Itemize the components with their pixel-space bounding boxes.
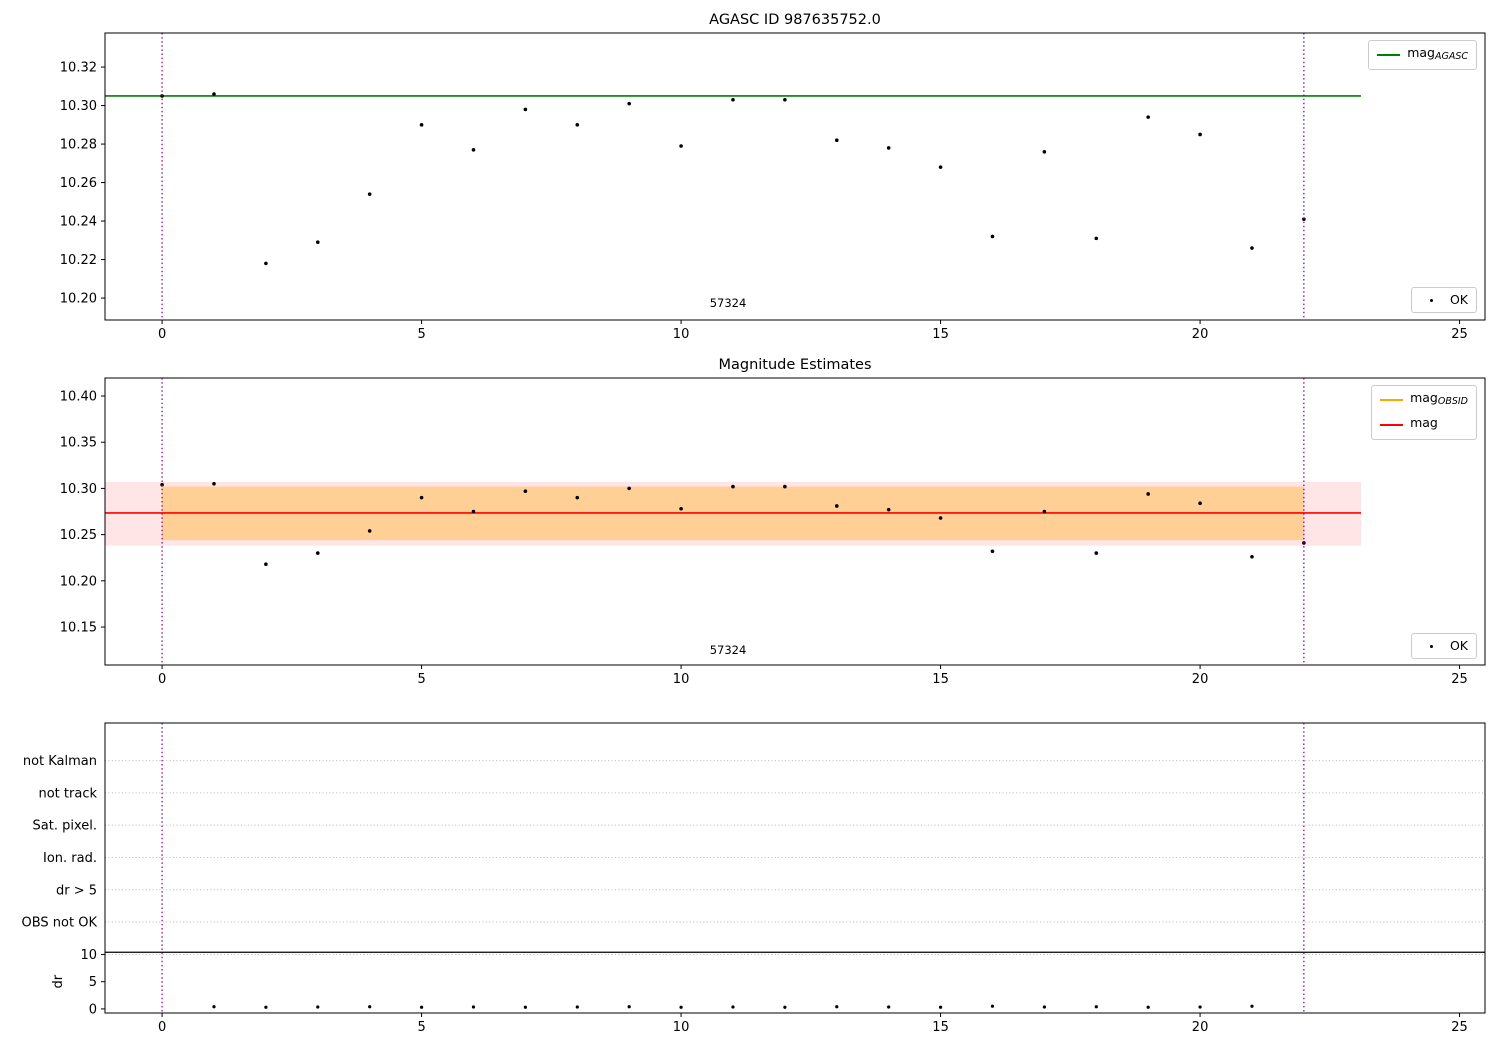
obsid-annotation: 57324 bbox=[709, 643, 747, 657]
svg-text:10.30: 10.30 bbox=[60, 99, 97, 114]
legend-line-sample bbox=[1380, 399, 1404, 401]
agasc-mag-panel: 0 5 10 15 20 25 10.20 10.22 10.24 10.26 10.28 10.30… bbox=[60, 32, 1486, 342]
legend-ok-top: OK bbox=[1410, 287, 1477, 313]
svg-text:10.28: 10.28 bbox=[60, 138, 97, 153]
svg-text:20: 20 bbox=[1192, 672, 1209, 687]
svg-text:15: 15 bbox=[932, 1020, 949, 1035]
magnitude-estimates-panel: 0 5 10 15 20 25 10.15 10.20 10.25 10.30 10.35 10.40 bbox=[60, 377, 1486, 687]
svg-text:Sat. pixel.: Sat. pixel. bbox=[33, 819, 97, 834]
svg-text:0: 0 bbox=[89, 1002, 97, 1017]
svg-text:0: 0 bbox=[158, 1020, 166, 1035]
svg-text:10.20: 10.20 bbox=[60, 292, 97, 307]
svg-text:10: 10 bbox=[673, 327, 690, 342]
svg-text:10.22: 10.22 bbox=[60, 253, 97, 268]
svg-text:5: 5 bbox=[417, 1020, 425, 1035]
legend-entry-mag-obsid: magOBSID bbox=[1380, 390, 1468, 410]
svg-text:10: 10 bbox=[80, 948, 97, 963]
svg-text:5: 5 bbox=[417, 327, 425, 342]
legend-line-sample bbox=[1377, 54, 1401, 56]
svg-text:10.20: 10.20 bbox=[60, 574, 97, 589]
legend-label: mag bbox=[1410, 415, 1438, 430]
legend-entry-ok: OK bbox=[1420, 292, 1468, 308]
title-top-plot: AGASC ID 987635752.0 bbox=[709, 12, 881, 28]
obsid-annotation: 57324 bbox=[709, 296, 747, 310]
svg-text:10.15: 10.15 bbox=[60, 621, 97, 636]
svg-text:15: 15 bbox=[932, 672, 949, 687]
flags-dr-panel: not Kalman not track Sat. pixel. Ion. rad. d… bbox=[22, 722, 1486, 1035]
svg-text:0: 0 bbox=[158, 672, 166, 687]
svg-text:15: 15 bbox=[932, 327, 949, 342]
legend-ok-middle: OK bbox=[1410, 633, 1477, 659]
title-middle-plot: Magnitude Estimates bbox=[718, 357, 872, 373]
legend-line-sample bbox=[1380, 424, 1404, 426]
svg-text:Ion. rad.: Ion. rad. bbox=[43, 851, 97, 866]
legend-label: magAGASC bbox=[1407, 45, 1468, 62]
svg-text:10.25: 10.25 bbox=[60, 528, 97, 543]
legend-entry-ok: OK bbox=[1420, 638, 1468, 654]
svg-text:10.35: 10.35 bbox=[60, 436, 97, 451]
legend-entry-mag-agasc: magAGASC bbox=[1377, 45, 1468, 65]
svg-text:10.24: 10.24 bbox=[60, 215, 97, 230]
svg-text:25: 25 bbox=[1451, 1020, 1468, 1035]
svg-text:not Kalman: not Kalman bbox=[23, 754, 97, 769]
svg-text:not track: not track bbox=[38, 786, 97, 801]
svg-text:25: 25 bbox=[1451, 672, 1468, 687]
legend-label: magOBSID bbox=[1410, 390, 1468, 407]
svg-text:10: 10 bbox=[673, 672, 690, 687]
legend-magnitude: magOBSID mag bbox=[1371, 385, 1477, 440]
svg-text:dr > 5: dr > 5 bbox=[56, 883, 97, 898]
legend-label: OK bbox=[1449, 292, 1468, 307]
svg-text:25: 25 bbox=[1451, 327, 1468, 342]
legend-agasc-mag: magAGASC bbox=[1368, 40, 1477, 70]
svg-text:OBS not OK: OBS not OK bbox=[22, 916, 98, 931]
svg-text:20: 20 bbox=[1192, 1020, 1209, 1035]
svg-text:5: 5 bbox=[89, 975, 97, 990]
svg-text:10.32: 10.32 bbox=[60, 61, 97, 76]
svg-text:10: 10 bbox=[673, 1020, 690, 1035]
legend-label: OK bbox=[1449, 638, 1468, 653]
svg-text:5: 5 bbox=[417, 672, 425, 687]
svg-text:10.30: 10.30 bbox=[60, 482, 97, 497]
svg-text:0: 0 bbox=[158, 327, 166, 342]
legend-dot-sample bbox=[1429, 644, 1433, 648]
legend-dot-sample bbox=[1429, 298, 1433, 302]
svg-text:dr: dr bbox=[51, 974, 66, 988]
legend-entry-mag: mag bbox=[1380, 415, 1468, 435]
svg-text:10.26: 10.26 bbox=[60, 176, 97, 191]
svg-text:20: 20 bbox=[1192, 327, 1209, 342]
svg-text:10.40: 10.40 bbox=[60, 390, 97, 405]
